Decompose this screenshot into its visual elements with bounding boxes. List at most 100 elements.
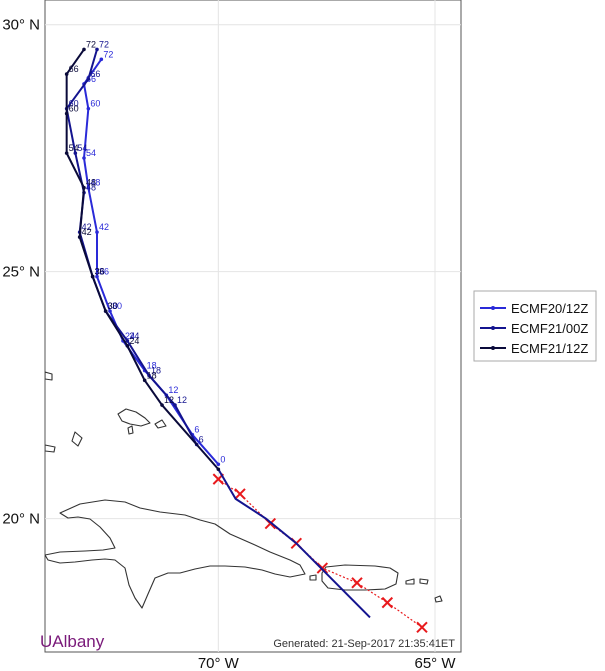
track-line (65, 48, 220, 470)
track-point (82, 156, 86, 160)
forecast-hour-label: 36 (95, 267, 105, 277)
plot-area (44, 0, 462, 653)
small-island-2 (127, 425, 134, 435)
forecast-hour-label: 60 (69, 99, 79, 109)
forecast-hour-label: 12 (164, 395, 174, 405)
forecast-tracks: 0612182430364248546066726121824303642485… (64, 39, 371, 619)
forecast-hour-label: 54 (77, 143, 87, 153)
track-point (108, 309, 112, 313)
forecast-hour-label: 36 (99, 267, 109, 277)
x-tick-label: 65° W (414, 655, 456, 671)
track-point (64, 111, 69, 116)
virgin-islands-3 (434, 595, 443, 603)
forecast-hour-label: 36 (95, 267, 105, 277)
observed-marker (351, 577, 363, 589)
forecast-hour-label: 48 (90, 178, 100, 188)
track-common-start (217, 468, 371, 619)
legend-swatch-point (491, 326, 495, 330)
forecast-hour-label: 42 (82, 222, 92, 232)
forecast-hour-label: 18 (151, 365, 161, 375)
track-point (95, 230, 99, 234)
forecast-hour-label: 12 (168, 385, 178, 395)
grid-lines (45, 0, 461, 652)
forecast-hour-label: 54 (69, 143, 79, 153)
track-point (173, 403, 177, 407)
small-island-5 (45, 444, 56, 453)
puerto-rico-coastline (321, 564, 399, 591)
legend-label: ECMF21/00Z (511, 321, 588, 336)
forecast-hour-label: 24 (129, 336, 139, 346)
track-point (147, 373, 151, 378)
forecast-hour-label: 30 (108, 301, 118, 311)
legend-entry: ECMF21/00Z (480, 321, 588, 336)
forecast-hour-label: 30 (108, 301, 118, 311)
observed-marker (316, 562, 329, 574)
forecast-hour-label: 24 (129, 331, 139, 341)
forecast-hour-label: 72 (103, 49, 113, 59)
forecast-hour-label: 72 (86, 39, 96, 49)
forecast-hour-label: 66 (90, 69, 100, 79)
virgin-islands-1 (405, 578, 415, 585)
turks-caicos-coastline (117, 408, 151, 427)
track-point (86, 77, 91, 81)
track-point (77, 235, 82, 239)
small-island-6 (309, 574, 317, 581)
track-point (142, 378, 147, 383)
track-point (82, 47, 86, 52)
observed-marker (234, 488, 246, 500)
track-point (86, 106, 91, 111)
track-point (160, 403, 164, 407)
forecast-hour-label: 24 (125, 331, 135, 341)
y-tick-label: 25° N (2, 264, 40, 281)
forecast-hour-label: 18 (147, 360, 157, 370)
track-point (103, 309, 108, 313)
axis-tick-labels: 70° W 65° W 30° N 25° N 20° N (2, 17, 456, 671)
legend-swatch-point (491, 346, 495, 350)
forecast-hour-label: 12 (177, 395, 187, 405)
x-tick-label: 70° W (198, 655, 240, 671)
observed-marker (416, 621, 428, 634)
small-island-3 (71, 431, 83, 447)
small-island-4 (45, 371, 53, 381)
observed-marker (381, 596, 394, 609)
forecast-hour-label: 60 (90, 99, 100, 109)
forecast-hour-label: 48 (86, 183, 96, 193)
legend-entry: ECMF21/12Z (480, 341, 588, 356)
observed-positions (212, 473, 428, 634)
brand-label: UAlbany (40, 632, 105, 651)
forecast-hour-label: 42 (99, 222, 109, 232)
forecast-hour-label: 42 (82, 227, 92, 237)
y-tick-label: 30° N (2, 17, 40, 34)
forecast-hour-label: 48 (86, 178, 96, 188)
legend-swatch-point (491, 306, 495, 310)
forecast-hour-label: 18 (147, 370, 157, 380)
forecast-hour-label: 66 (69, 64, 79, 74)
forecast-hour-label: 72 (99, 39, 109, 49)
track-point (64, 151, 69, 155)
forecast-hour-label: 6 (194, 425, 199, 435)
y-tick-label: 20° N (2, 511, 40, 528)
legend-label: ECMF20/12Z (511, 301, 588, 316)
forecast-hour-label: 66 (86, 74, 96, 84)
forecast-hour-label: 0 (220, 454, 225, 464)
track-point (90, 274, 95, 279)
legend-entry: ECMF20/12Z (480, 301, 588, 316)
forecast-hour-label: 54 (86, 148, 96, 158)
track-point (95, 47, 99, 52)
generated-timestamp: Generated: 21-Sep-2017 21:35:41ET (273, 638, 455, 650)
track-point (73, 151, 78, 155)
virgin-islands-2 (419, 578, 429, 585)
track-point (216, 467, 221, 472)
coastlines (45, 371, 443, 609)
track-point (99, 57, 104, 62)
track-point (86, 185, 91, 190)
track-point (82, 185, 86, 190)
forecast-hour-label: 30 (112, 301, 122, 311)
small-island-1 (154, 419, 167, 429)
forecast-hour-label: 6 (199, 435, 204, 445)
track-point (125, 339, 130, 343)
legend-label: ECMF21/12Z (511, 341, 588, 356)
track-point (216, 462, 221, 467)
track-point (95, 274, 99, 279)
track-point (125, 343, 130, 348)
